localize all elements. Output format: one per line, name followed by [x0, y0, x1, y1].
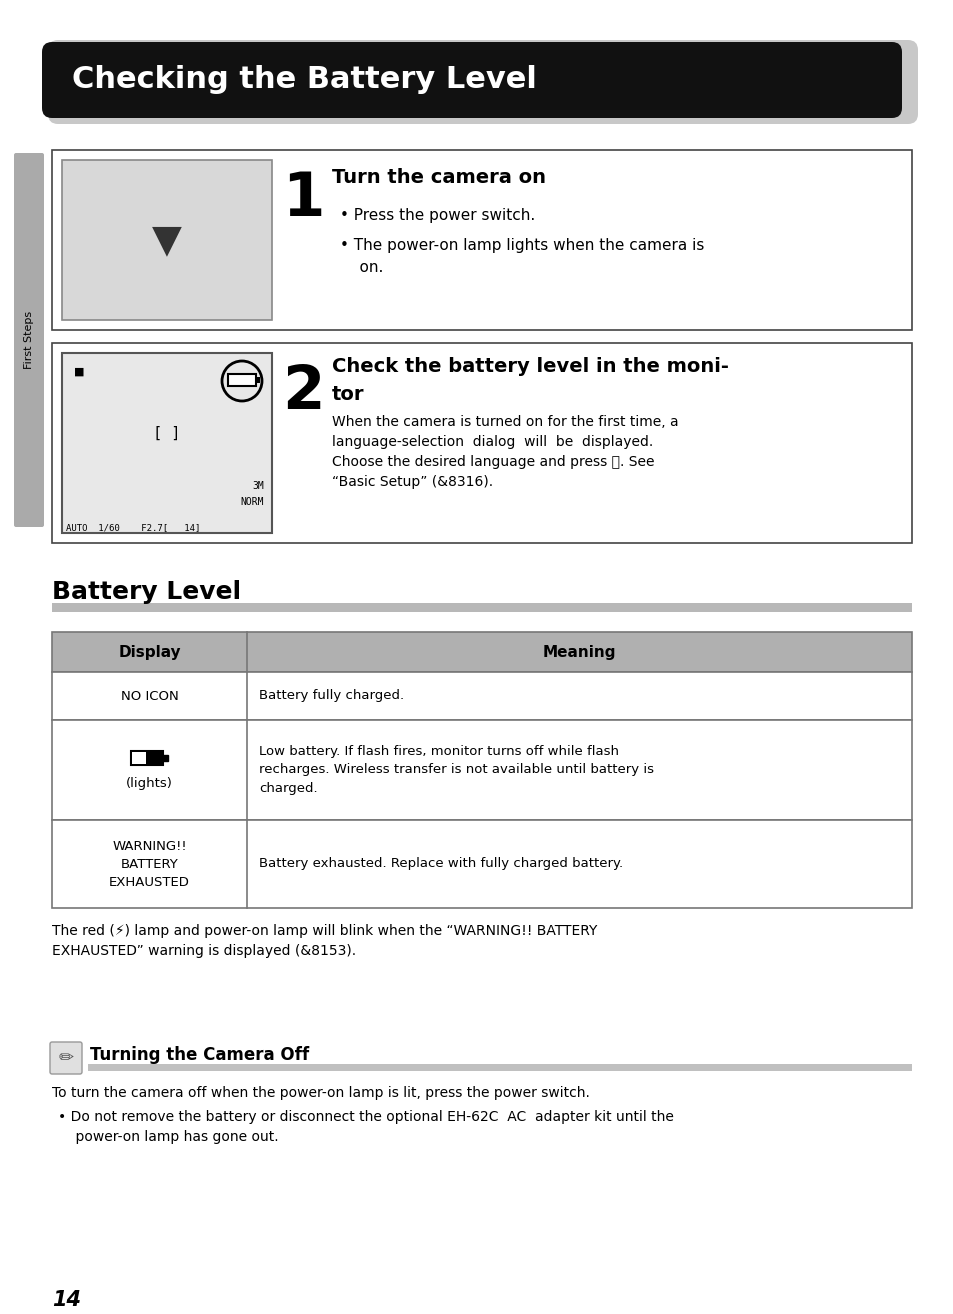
Text: WARNING!!
BATTERY
EXHAUSTED: WARNING!! BATTERY EXHAUSTED	[109, 840, 190, 888]
Text: Turn the camera on: Turn the camera on	[332, 168, 545, 187]
FancyBboxPatch shape	[42, 42, 901, 118]
Text: The red (⚡) lamp and power-on lamp will blink when the “WARNING!! BATTERY
EXHAUS: The red (⚡) lamp and power-on lamp will …	[52, 924, 597, 958]
Bar	[52, 720, 911, 820]
Text: Battery exhausted. Replace with fully charged battery.: Battery exhausted. Replace with fully ch…	[258, 858, 622, 870]
Bar	[52, 603, 911, 612]
Text: tor: tor	[332, 385, 364, 403]
Bar	[52, 343, 911, 543]
FancyBboxPatch shape	[50, 1042, 82, 1074]
Text: • Press the power switch.: • Press the power switch.	[339, 208, 535, 223]
Text: ■: ■	[74, 367, 85, 377]
Text: NORM: NORM	[240, 497, 264, 507]
Text: 1: 1	[282, 170, 324, 229]
Bar	[62, 353, 272, 533]
Text: Turning the Camera Off: Turning the Camera Off	[90, 1046, 309, 1064]
Text: 14: 14	[52, 1290, 81, 1310]
FancyBboxPatch shape	[48, 39, 917, 124]
Bar	[255, 377, 260, 382]
Bar	[132, 752, 147, 763]
Bar	[52, 820, 911, 908]
Text: • The power-on lamp lights when the camera is
    on.: • The power-on lamp lights when the came…	[339, 238, 703, 275]
Text: 3M: 3M	[252, 481, 264, 491]
FancyBboxPatch shape	[14, 152, 44, 527]
Text: (lights): (lights)	[126, 778, 172, 791]
Text: ▼: ▼	[152, 221, 182, 259]
Text: First Steps: First Steps	[24, 311, 34, 369]
Text: Battery Level: Battery Level	[52, 579, 241, 604]
Text: When the camera is turned on for the first time, a
language-selection  dialog  w: When the camera is turned on for the fir…	[332, 415, 678, 489]
Bar	[52, 150, 911, 330]
Text: Display: Display	[118, 644, 181, 660]
Bar	[52, 632, 911, 671]
Bar	[62, 160, 272, 321]
Text: Battery fully charged.: Battery fully charged.	[258, 690, 404, 703]
Text: Low battery. If flash fires, monitor turns off while flash
recharges. Wireless t: Low battery. If flash fires, monitor tur…	[258, 745, 654, 795]
Bar	[52, 671, 911, 720]
Bar	[132, 752, 163, 765]
Text: [ ]: [ ]	[153, 426, 180, 440]
Bar	[228, 374, 255, 386]
Text: AUTO  1/60    F2.7[   14]: AUTO 1/60 F2.7[ 14]	[66, 523, 200, 532]
Bar	[163, 756, 169, 761]
Text: To turn the camera off when the power-on lamp is lit, press the power switch.: To turn the camera off when the power-on…	[52, 1085, 589, 1100]
Text: Meaning: Meaning	[542, 644, 616, 660]
Text: NO ICON: NO ICON	[120, 690, 178, 703]
Text: • Do not remove the battery or disconnect the optional EH-62C  AC  adapter kit u: • Do not remove the battery or disconnec…	[58, 1110, 673, 1144]
Text: ✏: ✏	[58, 1049, 73, 1067]
Circle shape	[222, 361, 262, 401]
Text: 2: 2	[282, 363, 324, 422]
Text: Checking the Battery Level: Checking the Battery Level	[71, 66, 537, 95]
Text: Check the battery level in the moni-: Check the battery level in the moni-	[332, 357, 728, 376]
Bar	[88, 1064, 911, 1071]
